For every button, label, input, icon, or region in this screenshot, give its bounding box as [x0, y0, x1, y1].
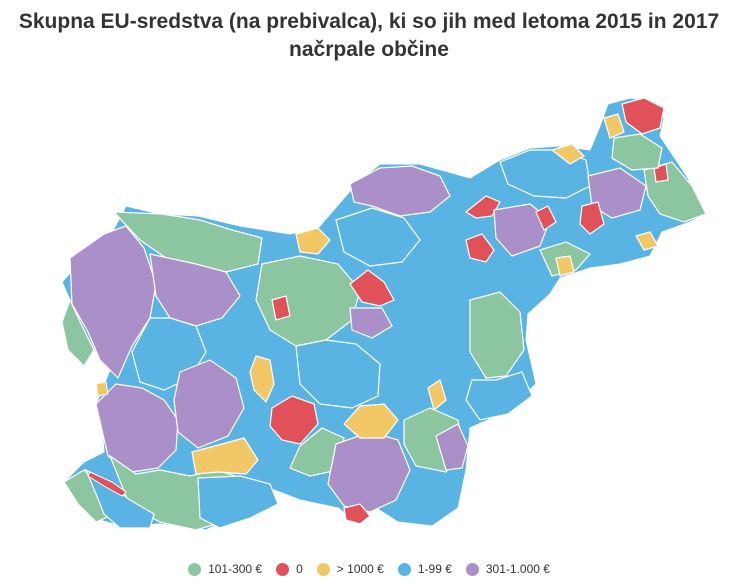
legend-item-101-300[interactable]: 101-300 €	[188, 562, 262, 576]
region-east-blue	[465, 371, 533, 421]
region-northwest-green	[112, 211, 263, 273]
region-southwest-purple	[173, 359, 245, 449]
region-north-purple	[349, 165, 451, 217]
region-prekmurje-yellow	[550, 143, 585, 165]
region-top-green	[611, 133, 663, 171]
legend-swatch-blue-icon	[397, 562, 411, 576]
legend-swatch-purple-icon	[465, 562, 479, 576]
region-northeast-purple	[493, 203, 551, 257]
legend-label: > 1000 €	[336, 562, 384, 576]
region-kocevje-red	[269, 395, 319, 445]
region-east-green	[469, 291, 525, 379]
region-east-red	[579, 201, 605, 235]
region-northwest-purple	[149, 253, 241, 327]
region-south-blue	[197, 475, 279, 529]
region-south-yellow	[191, 437, 259, 475]
region-central-blue	[295, 339, 381, 409]
legend-item-1-99[interactable]: 1-99 €	[397, 562, 452, 576]
legend-label: 101-300 €	[208, 562, 263, 576]
legend-swatch-red-icon	[276, 562, 290, 576]
legend-label: 301-1.000 €	[485, 562, 550, 576]
legend-item-0[interactable]: 0	[276, 562, 303, 576]
region-north-yellow	[295, 227, 331, 255]
region-northeast-red	[535, 205, 557, 231]
region-northeast-yellow	[555, 255, 575, 277]
region-ljubljana-red	[349, 269, 395, 307]
legend-label: 0	[296, 562, 303, 576]
region-northcentral-blue	[335, 207, 421, 267]
region-central-green	[255, 255, 361, 347]
region-central-purple	[349, 307, 393, 339]
region-east-yellow	[427, 379, 447, 412]
region-top-yellow	[603, 113, 625, 139]
legend-item-over-1000[interactable]: > 1000 €	[316, 562, 384, 576]
region-central-yellow	[249, 355, 275, 404]
legend-item-301-1000[interactable]: 301-1.000 €	[465, 562, 550, 576]
map-legend: 101-300 € 0 > 1000 € 1-99 € 301-1.000 €	[0, 562, 738, 576]
region-west-edge-green	[61, 298, 95, 367]
region-north-red-2	[465, 233, 495, 263]
map-title: Skupna EU-sredstva (na prebivalca), ki s…	[0, 8, 738, 64]
legend-label: 1-99 €	[417, 562, 452, 576]
region-north-red	[464, 195, 501, 219]
region-west-purple	[69, 225, 157, 380]
region-central-red	[271, 295, 291, 321]
region-south-red	[343, 503, 371, 525]
region-south-yellow-2	[343, 403, 399, 439]
region-southeast-purple	[435, 423, 469, 471]
map-title-line-1: Skupna EU-sredstva (na prebivalca), ki s…	[18, 10, 720, 33]
region-coast-red	[87, 471, 127, 497]
region-west-small-yellow	[95, 381, 109, 397]
region-southeast-yellow	[635, 231, 659, 251]
map-title-line-2: načrpale občine	[289, 38, 449, 61]
region-top-red	[621, 97, 665, 135]
legend-swatch-yellow-icon	[316, 562, 330, 576]
legend-swatch-green-icon	[188, 562, 202, 576]
region-coast-purple	[95, 383, 179, 473]
